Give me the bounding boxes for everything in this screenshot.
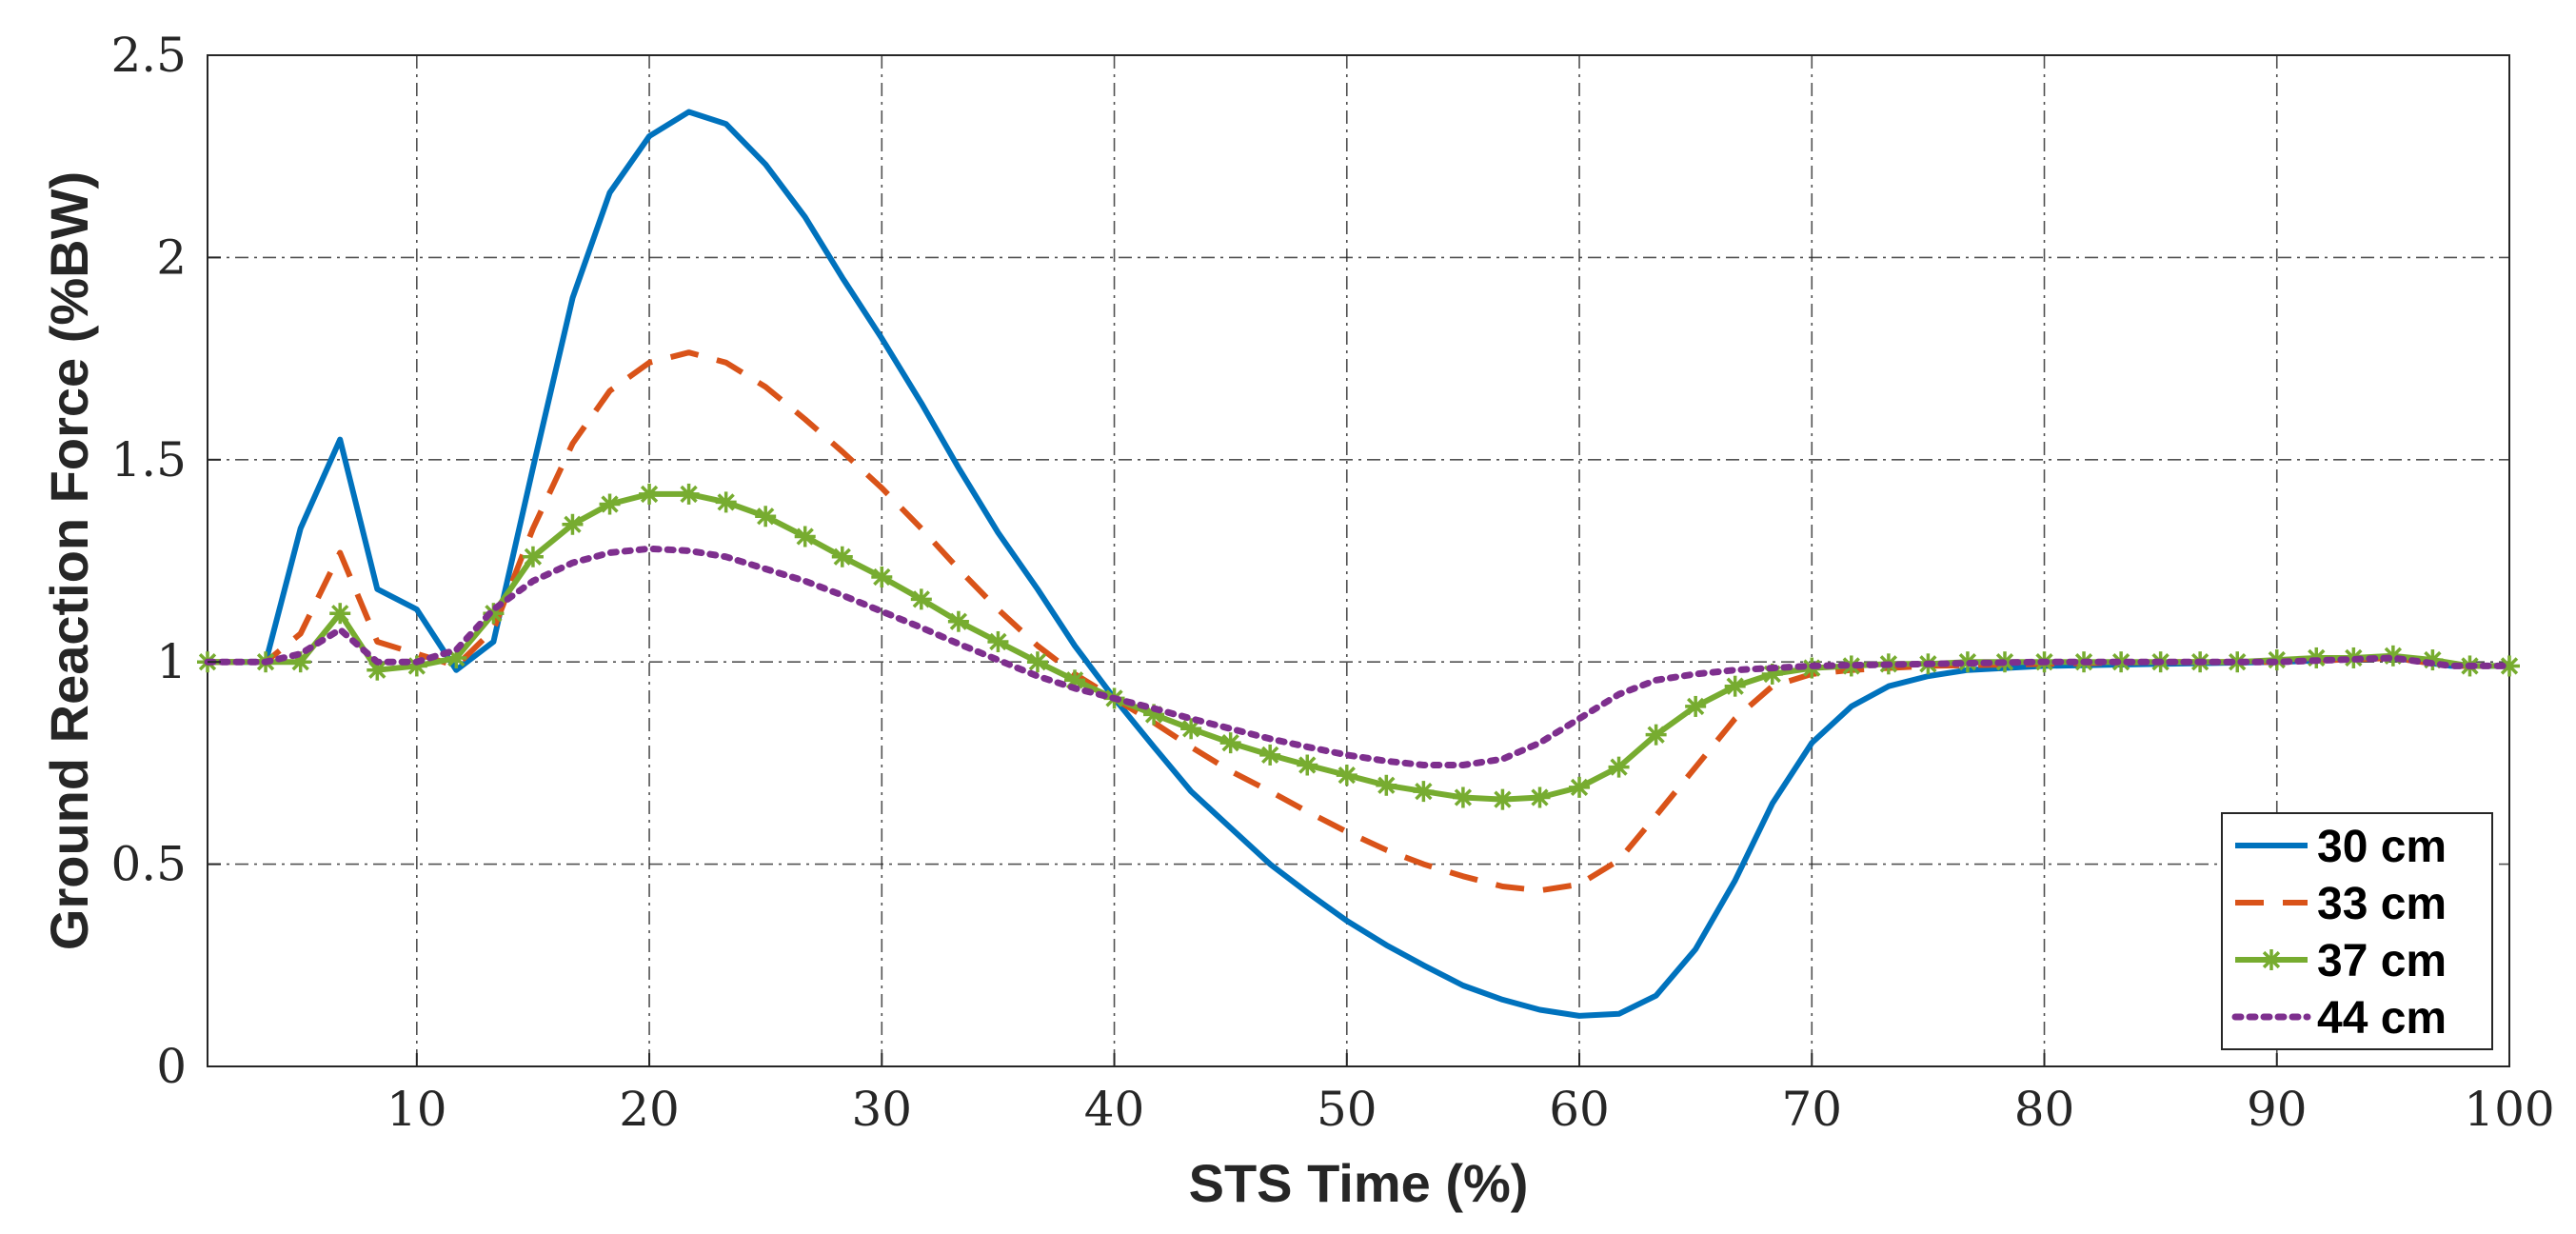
series-line-44-cm	[204, 545, 2513, 768]
legend: 30 cm 33 cm 37 cm 44 cm	[2221, 812, 2493, 1050]
series-marker	[1413, 781, 1435, 803]
x-tick-label: 10	[386, 1082, 447, 1137]
legend-box	[2221, 812, 2493, 1050]
series-marker	[831, 546, 853, 567]
x-tick-label: 90	[2247, 1082, 2308, 1137]
series-marker	[599, 493, 621, 515]
series-marker	[947, 610, 969, 632]
legend-item: 37 cm	[2235, 936, 2447, 986]
series-marker	[794, 526, 816, 547]
series-marker	[1452, 786, 1474, 808]
series-marker	[1297, 754, 1318, 776]
series-line-30-cm	[208, 109, 2509, 1019]
series-marker	[987, 630, 1009, 652]
legend-label: 44 cm	[2317, 993, 2447, 1044]
series-marker	[1376, 774, 1397, 796]
series-marker	[1180, 718, 1202, 740]
series-marker	[562, 513, 584, 535]
x-tick-label: 70	[1781, 1082, 1842, 1137]
series-marker	[1336, 765, 1357, 786]
series-marker	[755, 506, 777, 527]
series-marker	[871, 566, 893, 587]
series-marker	[639, 483, 661, 505]
y-axis-title: Ground Reaction Force (%BW)	[39, 171, 99, 950]
x-tick-label: 30	[851, 1082, 912, 1137]
series-marker	[1685, 695, 1707, 717]
y-tick-label: 0.5	[110, 837, 187, 892]
legend-marker	[2261, 949, 2282, 970]
x-tick-label: 100	[2464, 1082, 2554, 1137]
legend-item: 30 cm	[2235, 822, 2447, 872]
x-tick-label: 20	[619, 1082, 680, 1137]
x-axis-title: STS Time (%)	[1189, 1153, 1529, 1213]
series-marker	[1026, 651, 1048, 673]
series-marker	[1569, 776, 1591, 798]
axes: 10 20 30 40 50 60 70 80 90 100 0 0.5 1 1.5 2 2.5	[110, 28, 2554, 1137]
y-tick-label: 1	[156, 634, 187, 689]
series-marker	[1259, 744, 1281, 766]
legend-item: 33 cm	[2235, 879, 2447, 929]
x-tick-label: 80	[2014, 1082, 2075, 1137]
y-tick-label: 0	[156, 1039, 187, 1094]
series-layer	[197, 109, 2520, 1019]
y-tick-label: 2	[156, 229, 187, 285]
x-tick-label: 40	[1084, 1082, 1145, 1137]
x-tick-label: 50	[1317, 1082, 1377, 1137]
series-marker	[1219, 732, 1241, 754]
series-marker	[1492, 788, 1514, 810]
legend-item: 44 cm	[2231, 993, 2447, 1044]
series-marker	[1724, 675, 1746, 697]
x-tick-label: 60	[1549, 1082, 1610, 1137]
legend-label: 37 cm	[2317, 936, 2447, 986]
grid	[208, 55, 2509, 1066]
series-marker	[329, 603, 351, 625]
series-marker	[522, 546, 544, 567]
series-marker	[1529, 786, 1551, 808]
y-tick-label: 2.5	[110, 28, 187, 83]
legend-label: 33 cm	[2317, 879, 2447, 929]
series-marker	[1608, 756, 1630, 778]
series-marker	[715, 491, 737, 513]
series-marker	[910, 588, 932, 610]
y-tick-label: 1.5	[110, 432, 187, 488]
legend-label: 30 cm	[2317, 822, 2447, 872]
series-marker	[678, 483, 700, 505]
series-marker	[1645, 724, 1667, 746]
plot-area	[207, 54, 2510, 1067]
